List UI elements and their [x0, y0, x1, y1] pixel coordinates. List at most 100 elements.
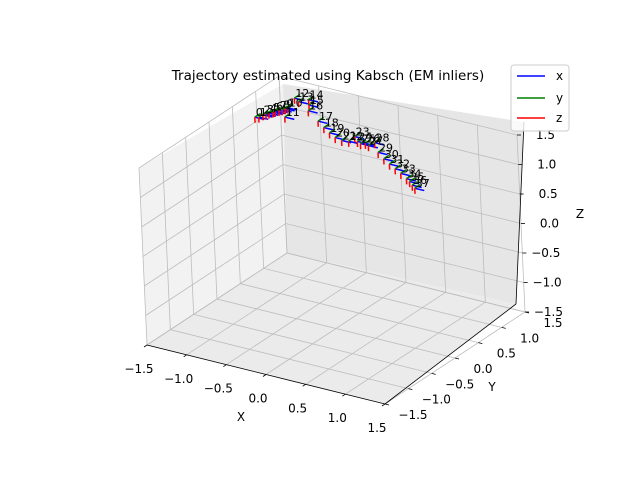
- frame-31-y-axis: [389, 159, 396, 165]
- frame-12-x-axis: [294, 97, 305, 102]
- point-label-12: 12: [295, 87, 309, 100]
- frame-30-x-axis: [383, 158, 394, 162]
- y-tick-label-0: −1.5: [398, 408, 427, 422]
- point-labels: 0123456789101112131415161718192021222324…: [256, 87, 430, 190]
- x-tick-mark-3: [262, 374, 267, 377]
- frame-36-y-axis: [411, 180, 419, 186]
- grid-y-5: [255, 91, 502, 328]
- point-label-2: 2: [264, 104, 271, 117]
- point-label-16: 16: [309, 100, 323, 113]
- point-label-36: 36: [413, 174, 427, 187]
- point-label-8: 8: [283, 99, 290, 112]
- frame-11-y-axis: [284, 112, 291, 118]
- legend-label-y: y: [556, 91, 563, 105]
- frame-20-y-axis: [334, 133, 342, 139]
- point-label-31: 31: [390, 153, 404, 166]
- floor-pane: [147, 253, 516, 404]
- frame-13-y-axis: [297, 97, 305, 103]
- z-tick-label-3: 0.0: [540, 217, 559, 231]
- z-tick-label-0: −1.5: [534, 305, 563, 319]
- frame-3-x-axis: [265, 113, 276, 118]
- frame-29-y-axis: [377, 148, 385, 153]
- x-tick-mark-6: [381, 403, 386, 407]
- point-label-20: 20: [336, 126, 350, 139]
- point-label-28: 28: [376, 132, 390, 145]
- point-label-32: 32: [396, 158, 410, 171]
- frame-16-y-axis: [307, 106, 315, 112]
- frame-9-x-axis: [284, 107, 295, 112]
- x-tick-mark-5: [342, 393, 346, 397]
- frame-35-x-axis: [409, 180, 420, 185]
- y-tick-label-3: 0.0: [473, 362, 492, 376]
- legend: x y z: [510, 64, 570, 132]
- z-tick-label-1: −1.0: [533, 276, 562, 290]
- y-axis-label: Y: [487, 380, 496, 394]
- trajectory-frames: [254, 93, 425, 194]
- y-tick-mark-2: [431, 372, 436, 375]
- frame-6-y-axis: [274, 106, 282, 112]
- point-label-34: 34: [407, 168, 421, 181]
- frame-19-x-axis: [329, 132, 340, 136]
- point-label-4: 4: [270, 102, 277, 115]
- frame-13-x-axis: [298, 100, 309, 105]
- point-label-18: 18: [325, 117, 339, 130]
- z-tick-label-4: 0.5: [539, 187, 558, 201]
- point-label-23: 23: [356, 125, 370, 138]
- frame-8-x-axis: [281, 108, 292, 113]
- x-tick-label-6: 1.5: [367, 421, 386, 435]
- point-label-5: 5: [274, 101, 281, 114]
- point-label-13: 13: [299, 90, 313, 103]
- frame-37-y-axis: [414, 183, 421, 189]
- frame-23-y-axis: [354, 132, 361, 138]
- frame-14-x-axis: [308, 98, 319, 103]
- frame-34-y-axis: [405, 174, 413, 180]
- frame-32-x-axis: [394, 168, 405, 172]
- frame-21-x-axis: [341, 139, 352, 144]
- frame-2-y-axis: [262, 110, 269, 116]
- x-tick-mark-0: [143, 344, 148, 348]
- y-tick-label-6: 1.5: [543, 316, 562, 330]
- point-label-9: 9: [286, 98, 293, 111]
- frame-5-x-axis: [272, 111, 283, 116]
- z-tick-label-2: −0.5: [531, 246, 560, 260]
- x-tick-label-5: 1.0: [328, 411, 347, 425]
- frame-27-y-axis: [367, 141, 375, 147]
- frame-18-y-axis: [323, 123, 330, 129]
- point-label-3: 3: [267, 103, 274, 116]
- frame-14-y-axis: [308, 95, 315, 101]
- chart-title: Trajectory estimated using Kabsch (EM in…: [171, 68, 484, 84]
- point-label-27: 27: [369, 134, 383, 147]
- frame-7-y-axis: [278, 105, 285, 111]
- point-label-0: 0: [256, 106, 263, 119]
- x-tick-label-1: −1.0: [164, 372, 193, 386]
- frame-7-x-axis: [278, 109, 289, 114]
- y-tick-label-1: −1.0: [422, 393, 451, 407]
- frame-24-y-axis: [356, 137, 364, 142]
- point-label-30: 30: [385, 148, 399, 161]
- x-tick-mark-1: [183, 354, 187, 358]
- frame-0-y-axis: [254, 112, 261, 118]
- frame-18-x-axis: [323, 126, 334, 131]
- point-label-29: 29: [379, 141, 393, 154]
- frame-26-y-axis: [364, 138, 372, 144]
- point-label-1: 1: [260, 106, 267, 119]
- frame-17-x-axis: [317, 120, 328, 125]
- point-label-17: 17: [319, 110, 333, 123]
- y-tick-mark-1: [408, 388, 413, 391]
- frame-15-x-axis: [308, 104, 319, 109]
- frame-28-y-axis: [374, 138, 381, 144]
- frame-27-x-axis: [368, 144, 379, 149]
- frame-10-x-axis: [287, 106, 298, 111]
- x-tick-label-3: 0.0: [248, 392, 267, 406]
- grid-lines: [138, 75, 526, 405]
- point-label-35: 35: [410, 170, 424, 183]
- point-label-33: 33: [402, 162, 416, 175]
- frame-30-y-axis: [383, 154, 390, 160]
- grid-y-6: [278, 75, 526, 313]
- z-axis-label: Z: [576, 207, 584, 221]
- point-label-24: 24: [358, 130, 372, 143]
- legend-label-z: z: [556, 111, 562, 125]
- frame-37-x-axis: [414, 187, 425, 192]
- frame-25-y-axis: [359, 139, 367, 145]
